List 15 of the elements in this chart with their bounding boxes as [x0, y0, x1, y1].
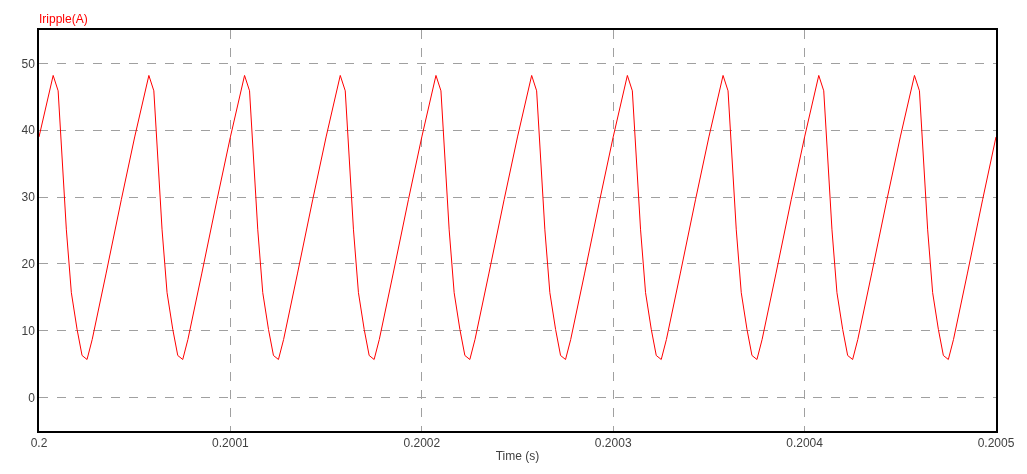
y-tick-label: 10: [21, 323, 36, 338]
y-tick-label: 30: [21, 190, 36, 205]
y-tick-label: 40: [21, 123, 36, 138]
x-tick-label: 0.2005: [977, 436, 1015, 451]
x-tick-label: 0.2003: [594, 436, 632, 451]
x-tick-label: 0.2001: [212, 436, 250, 451]
y-tick-label: 50: [21, 56, 36, 71]
y-tick-label: 20: [21, 257, 36, 272]
x-tick-label: 0.2: [30, 436, 48, 451]
text: Iripple(A): [39, 12, 88, 26]
line-series: [39, 74, 996, 360]
x-axis-title: Time (s): [495, 448, 540, 463]
x-tick-label: 0.2004: [786, 436, 824, 451]
y-tick-label: 0: [28, 390, 36, 405]
x-tick-label: 0.2002: [403, 436, 441, 451]
